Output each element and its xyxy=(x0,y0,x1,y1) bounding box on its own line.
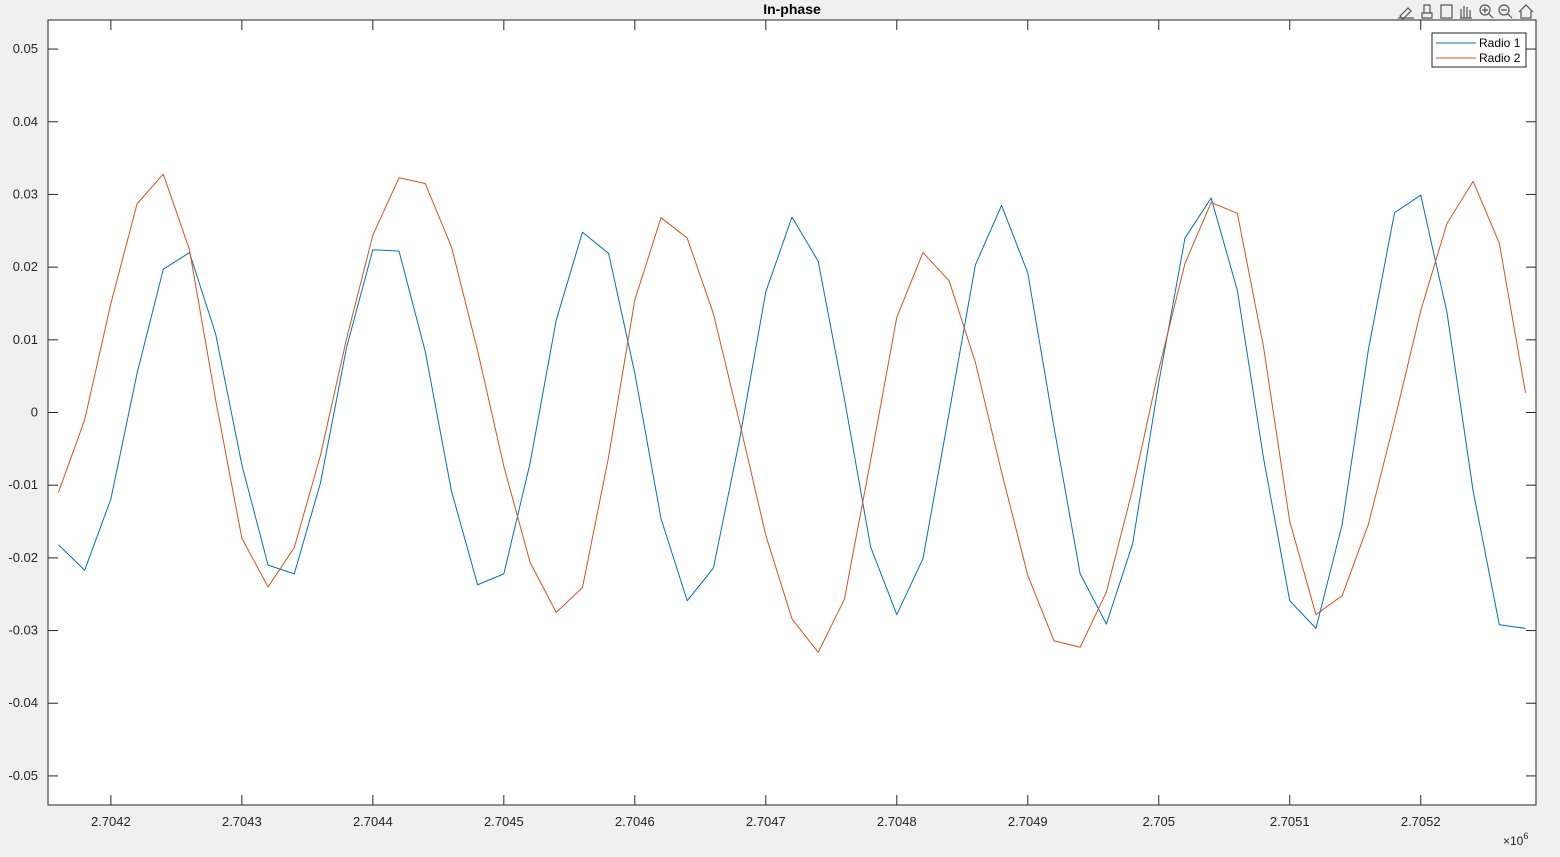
legend-label: Radio 1 xyxy=(1479,36,1521,50)
x-tick-label: 2.7048 xyxy=(877,814,917,829)
x-tick-label: 2.7047 xyxy=(746,814,786,829)
y-tick-label: -0.02 xyxy=(8,550,38,565)
chart-title: In-phase xyxy=(763,1,821,17)
pan-icon[interactable] xyxy=(1460,6,1472,19)
legend-box xyxy=(1431,32,1527,68)
y-tick-label: 0.03 xyxy=(13,186,38,201)
legend-label: Radio 2 xyxy=(1479,51,1521,65)
x-tick-label: 2.705 xyxy=(1142,814,1175,829)
y-tick-label: 0 xyxy=(31,405,38,420)
zoom-in-icon[interactable] xyxy=(1479,4,1491,16)
x-exponent: ×106 xyxy=(1503,831,1528,848)
x-tick-label: 2.7043 xyxy=(222,814,262,829)
home-icon[interactable] xyxy=(1518,4,1534,19)
x-tick-label: 2.7042 xyxy=(91,814,131,829)
x-tick-label: 2.7052 xyxy=(1401,814,1441,829)
y-tick-label: -0.03 xyxy=(8,623,38,638)
toolbar xyxy=(1398,4,1534,20)
y-tick-label: 0.01 xyxy=(13,332,38,347)
plot-area xyxy=(58,173,1527,653)
x-exponent-power: 6 xyxy=(1523,831,1528,841)
y-tick-label: 0.04 xyxy=(13,114,38,129)
series-line xyxy=(58,194,1526,629)
x-tick-label: 2.7045 xyxy=(484,814,524,829)
x-tick-label: 2.7044 xyxy=(353,814,393,829)
y-tick-label: -0.04 xyxy=(8,695,38,710)
y-tick-label: 0.05 xyxy=(13,41,38,56)
y-tick-label: 0.02 xyxy=(13,259,38,274)
y-tick-label: -0.01 xyxy=(8,477,38,492)
axes-box xyxy=(47,19,1537,806)
x-tick-label: 2.7046 xyxy=(615,814,655,829)
series-line xyxy=(58,173,1527,653)
y-tick-label: -0.05 xyxy=(8,768,38,783)
x-tick-label: 2.7049 xyxy=(1008,814,1048,829)
x-exponent-base: ×10 xyxy=(1503,834,1524,848)
zoom-out-icon[interactable] xyxy=(1498,4,1510,16)
edit-icon[interactable] xyxy=(1398,7,1414,20)
export-icon[interactable] xyxy=(1421,4,1433,19)
x-tick-label: 2.7051 xyxy=(1270,814,1310,829)
datatip-icon[interactable] xyxy=(1440,4,1453,19)
